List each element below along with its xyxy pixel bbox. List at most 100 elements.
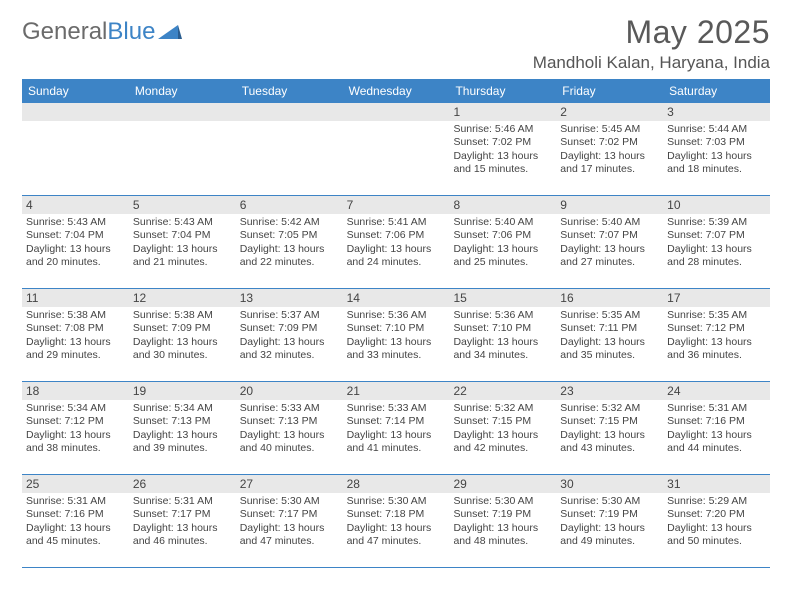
day-number: 26	[129, 475, 236, 493]
day-details: Sunrise: 5:32 AMSunset: 7:15 PMDaylight:…	[449, 400, 556, 456]
day-cell	[343, 103, 450, 195]
day-number	[129, 103, 236, 121]
day-details: Sunrise: 5:33 AMSunset: 7:13 PMDaylight:…	[236, 400, 343, 456]
day-number: 4	[22, 196, 129, 214]
day-number: 20	[236, 382, 343, 400]
day-number: 29	[449, 475, 556, 493]
day-number: 3	[663, 103, 770, 121]
title-block: May 2025 Mandholi Kalan, Haryana, India	[533, 14, 770, 73]
day-cell: 2Sunrise: 5:45 AMSunset: 7:02 PMDaylight…	[556, 103, 663, 195]
day-number: 18	[22, 382, 129, 400]
day-number: 21	[343, 382, 450, 400]
day-number: 8	[449, 196, 556, 214]
day-number: 15	[449, 289, 556, 307]
weekday-saturday: Saturday	[663, 79, 770, 103]
day-details: Sunrise: 5:43 AMSunset: 7:04 PMDaylight:…	[22, 214, 129, 270]
day-cell: 29Sunrise: 5:30 AMSunset: 7:19 PMDayligh…	[449, 475, 556, 567]
day-cell: 30Sunrise: 5:30 AMSunset: 7:19 PMDayligh…	[556, 475, 663, 567]
day-number: 19	[129, 382, 236, 400]
day-cell: 12Sunrise: 5:38 AMSunset: 7:09 PMDayligh…	[129, 289, 236, 381]
weekday-sunday: Sunday	[22, 79, 129, 103]
location-text: Mandholi Kalan, Haryana, India	[533, 53, 770, 73]
day-cell	[129, 103, 236, 195]
day-details: Sunrise: 5:37 AMSunset: 7:09 PMDaylight:…	[236, 307, 343, 363]
day-cell: 3Sunrise: 5:44 AMSunset: 7:03 PMDaylight…	[663, 103, 770, 195]
day-number	[22, 103, 129, 121]
day-cell	[22, 103, 129, 195]
logo-triangle-icon	[158, 18, 182, 46]
day-number	[236, 103, 343, 121]
day-number: 13	[236, 289, 343, 307]
day-cell: 10Sunrise: 5:39 AMSunset: 7:07 PMDayligh…	[663, 196, 770, 288]
day-details: Sunrise: 5:39 AMSunset: 7:07 PMDaylight:…	[663, 214, 770, 270]
week-row: 18Sunrise: 5:34 AMSunset: 7:12 PMDayligh…	[22, 382, 770, 475]
day-number: 2	[556, 103, 663, 121]
day-details: Sunrise: 5:34 AMSunset: 7:13 PMDaylight:…	[129, 400, 236, 456]
day-details: Sunrise: 5:30 AMSunset: 7:17 PMDaylight:…	[236, 493, 343, 549]
day-cell: 22Sunrise: 5:32 AMSunset: 7:15 PMDayligh…	[449, 382, 556, 474]
day-number: 14	[343, 289, 450, 307]
day-cell: 11Sunrise: 5:38 AMSunset: 7:08 PMDayligh…	[22, 289, 129, 381]
month-title: May 2025	[533, 14, 770, 51]
day-details: Sunrise: 5:33 AMSunset: 7:14 PMDaylight:…	[343, 400, 450, 456]
day-number: 24	[663, 382, 770, 400]
day-details: Sunrise: 5:42 AMSunset: 7:05 PMDaylight:…	[236, 214, 343, 270]
day-number	[343, 103, 450, 121]
day-number: 5	[129, 196, 236, 214]
weekday-friday: Friday	[556, 79, 663, 103]
day-details: Sunrise: 5:35 AMSunset: 7:12 PMDaylight:…	[663, 307, 770, 363]
week-row: 25Sunrise: 5:31 AMSunset: 7:16 PMDayligh…	[22, 475, 770, 568]
logo: GeneralBlue	[22, 14, 182, 46]
day-number: 31	[663, 475, 770, 493]
day-number: 28	[343, 475, 450, 493]
day-number: 1	[449, 103, 556, 121]
day-cell: 17Sunrise: 5:35 AMSunset: 7:12 PMDayligh…	[663, 289, 770, 381]
day-details: Sunrise: 5:46 AMSunset: 7:02 PMDaylight:…	[449, 121, 556, 177]
day-cell: 13Sunrise: 5:37 AMSunset: 7:09 PMDayligh…	[236, 289, 343, 381]
day-number: 30	[556, 475, 663, 493]
day-number: 27	[236, 475, 343, 493]
day-cell: 24Sunrise: 5:31 AMSunset: 7:16 PMDayligh…	[663, 382, 770, 474]
day-number: 22	[449, 382, 556, 400]
day-cell: 23Sunrise: 5:32 AMSunset: 7:15 PMDayligh…	[556, 382, 663, 474]
weekday-monday: Monday	[129, 79, 236, 103]
day-details: Sunrise: 5:36 AMSunset: 7:10 PMDaylight:…	[343, 307, 450, 363]
day-cell: 28Sunrise: 5:30 AMSunset: 7:18 PMDayligh…	[343, 475, 450, 567]
week-row: 1Sunrise: 5:46 AMSunset: 7:02 PMDaylight…	[22, 103, 770, 196]
weekday-wednesday: Wednesday	[343, 79, 450, 103]
day-cell: 16Sunrise: 5:35 AMSunset: 7:11 PMDayligh…	[556, 289, 663, 381]
logo-text-left: General	[22, 18, 107, 46]
weekday-header-row: SundayMondayTuesdayWednesdayThursdayFrid…	[22, 79, 770, 103]
day-cell: 6Sunrise: 5:42 AMSunset: 7:05 PMDaylight…	[236, 196, 343, 288]
day-number: 6	[236, 196, 343, 214]
day-details: Sunrise: 5:30 AMSunset: 7:19 PMDaylight:…	[556, 493, 663, 549]
header: GeneralBlue May 2025 Mandholi Kalan, Har…	[22, 14, 770, 73]
day-cell: 21Sunrise: 5:33 AMSunset: 7:14 PMDayligh…	[343, 382, 450, 474]
day-details: Sunrise: 5:38 AMSunset: 7:09 PMDaylight:…	[129, 307, 236, 363]
logo-text-right: Blue	[107, 18, 155, 46]
day-details: Sunrise: 5:41 AMSunset: 7:06 PMDaylight:…	[343, 214, 450, 270]
day-cell: 9Sunrise: 5:40 AMSunset: 7:07 PMDaylight…	[556, 196, 663, 288]
day-details: Sunrise: 5:30 AMSunset: 7:18 PMDaylight:…	[343, 493, 450, 549]
day-cell: 15Sunrise: 5:36 AMSunset: 7:10 PMDayligh…	[449, 289, 556, 381]
day-cell	[236, 103, 343, 195]
day-cell: 31Sunrise: 5:29 AMSunset: 7:20 PMDayligh…	[663, 475, 770, 567]
day-number: 10	[663, 196, 770, 214]
day-details: Sunrise: 5:31 AMSunset: 7:16 PMDaylight:…	[663, 400, 770, 456]
day-details: Sunrise: 5:43 AMSunset: 7:04 PMDaylight:…	[129, 214, 236, 270]
day-details: Sunrise: 5:32 AMSunset: 7:15 PMDaylight:…	[556, 400, 663, 456]
day-cell: 26Sunrise: 5:31 AMSunset: 7:17 PMDayligh…	[129, 475, 236, 567]
day-cell: 18Sunrise: 5:34 AMSunset: 7:12 PMDayligh…	[22, 382, 129, 474]
day-details: Sunrise: 5:34 AMSunset: 7:12 PMDaylight:…	[22, 400, 129, 456]
day-cell: 8Sunrise: 5:40 AMSunset: 7:06 PMDaylight…	[449, 196, 556, 288]
day-details: Sunrise: 5:35 AMSunset: 7:11 PMDaylight:…	[556, 307, 663, 363]
day-details: Sunrise: 5:30 AMSunset: 7:19 PMDaylight:…	[449, 493, 556, 549]
day-number: 25	[22, 475, 129, 493]
week-row: 4Sunrise: 5:43 AMSunset: 7:04 PMDaylight…	[22, 196, 770, 289]
week-row: 11Sunrise: 5:38 AMSunset: 7:08 PMDayligh…	[22, 289, 770, 382]
day-details: Sunrise: 5:31 AMSunset: 7:16 PMDaylight:…	[22, 493, 129, 549]
weekday-thursday: Thursday	[449, 79, 556, 103]
day-details: Sunrise: 5:40 AMSunset: 7:06 PMDaylight:…	[449, 214, 556, 270]
day-details: Sunrise: 5:40 AMSunset: 7:07 PMDaylight:…	[556, 214, 663, 270]
day-cell: 19Sunrise: 5:34 AMSunset: 7:13 PMDayligh…	[129, 382, 236, 474]
